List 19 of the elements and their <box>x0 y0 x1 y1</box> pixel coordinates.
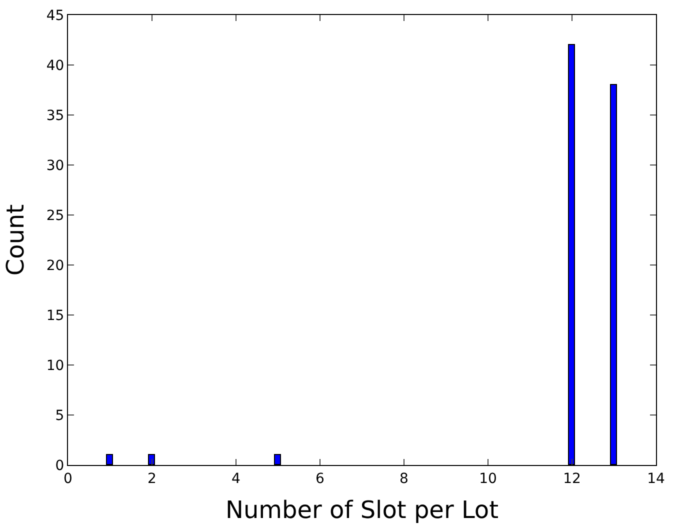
y-tick-label: 35 <box>46 108 64 124</box>
y-tick-label: 25 <box>46 208 64 224</box>
x-tick-label: 6 <box>316 470 325 487</box>
y-tick-label: 30 <box>46 158 64 174</box>
y-tick-label: 45 <box>46 8 64 24</box>
y-tick-label: 0 <box>55 458 64 474</box>
y-tick-label: 5 <box>55 408 64 424</box>
x-tick-label: 8 <box>400 470 408 487</box>
x-axis-title: Number of Slot per Lot <box>226 496 498 524</box>
x-tick-label: 12 <box>563 470 581 487</box>
x-tick-label: 4 <box>232 470 241 487</box>
x-tick-label: 2 <box>148 470 156 487</box>
y-tick-label: 15 <box>46 308 64 324</box>
y-tick-label: 10 <box>46 358 64 374</box>
x-tick-label: 10 <box>479 470 497 487</box>
y-tick-label: 20 <box>46 258 64 274</box>
x-tick-label: 14 <box>647 470 665 487</box>
y-axis-title: Count <box>1 204 30 276</box>
y-tick-label: 40 <box>46 58 64 74</box>
